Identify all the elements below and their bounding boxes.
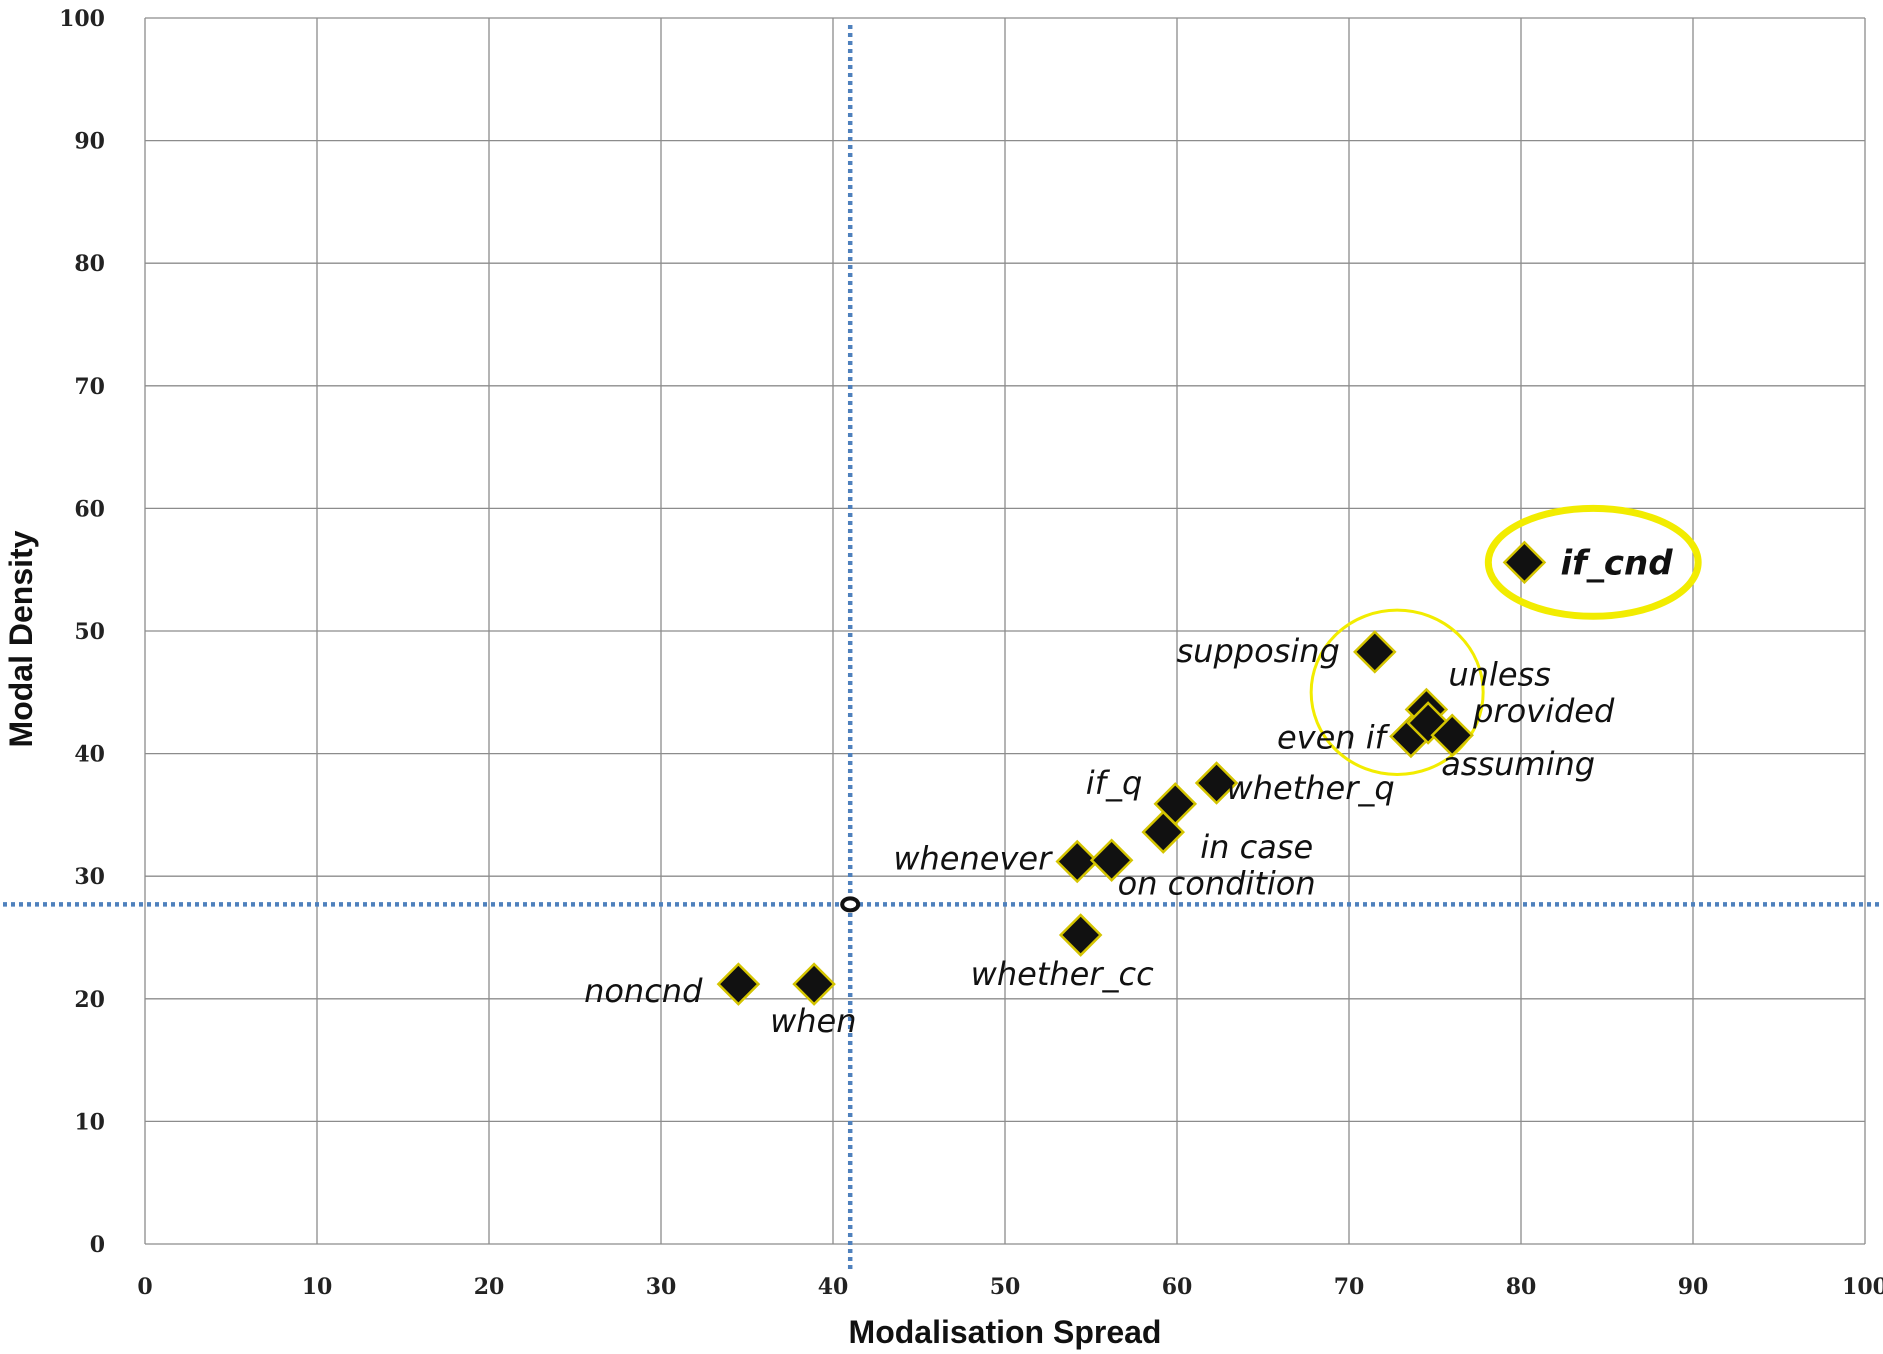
y-axis-title: Modal Density (3, 530, 39, 747)
y-tick-label: 70 (74, 374, 105, 400)
data-label: in case (1200, 828, 1313, 866)
x-tick-label: 20 (474, 1274, 505, 1300)
data-point (1194, 761, 1239, 805)
data-label: if_cnd (1560, 543, 1673, 583)
highlight-circle (1484, 504, 1702, 620)
highlight-circle (1309, 608, 1485, 776)
x-tick-label: 70 (1334, 1274, 1365, 1300)
y-tick-label: 90 (74, 129, 105, 155)
reference-lines (3, 25, 1883, 1272)
y-tick-label: 50 (74, 619, 105, 645)
y-tick-label: 0 (90, 1232, 105, 1258)
data-label: assuming (1441, 745, 1595, 783)
x-tick-label: 40 (818, 1274, 849, 1300)
y-tick-label: 60 (74, 496, 105, 522)
y-tick-label: 80 (74, 251, 105, 277)
x-axis-title: Modalisation Spread (849, 1314, 1162, 1350)
tick-labels: 0 10 20 30 40 50 60 70 80 90 100 0 10 20 30 40 50 60 70 80 9… (59, 6, 1883, 1300)
y-tick-label: 30 (74, 864, 105, 890)
x-tick-label: 10 (302, 1274, 333, 1300)
data-label: noncnd (584, 972, 703, 1010)
data-label: whenever (893, 839, 1053, 877)
data-label: if_q (1086, 764, 1142, 802)
x-tick-label: 60 (1162, 1274, 1193, 1300)
data-markers (716, 540, 1547, 1006)
y-tick-label: 100 (59, 6, 105, 32)
data-label: provided (1472, 692, 1615, 730)
data-point (716, 962, 761, 1006)
data-label: supposing (1176, 632, 1339, 670)
grid (144, 17, 1866, 1245)
y-tick-label: 20 (74, 987, 105, 1013)
data-point (1353, 630, 1397, 674)
x-tick-label: 90 (1678, 1274, 1709, 1300)
data-label: unless (1448, 655, 1550, 693)
x-tick-label: 30 (646, 1274, 677, 1300)
data-label: when (770, 1002, 856, 1040)
data-point (1058, 913, 1103, 957)
y-tick-label: 10 (74, 1109, 105, 1135)
data-point (1430, 713, 1474, 757)
data-point (1089, 838, 1134, 883)
data-point (1153, 782, 1198, 826)
data-label: whether_cc (971, 955, 1154, 993)
data-point (792, 962, 836, 1006)
data-label: whether_q (1227, 769, 1395, 807)
data-labels: noncnd when whether_cc whenever on condition… (584, 543, 1673, 1040)
data-label: even if (1277, 718, 1391, 756)
x-tick-label: 80 (1506, 1274, 1537, 1300)
x-tick-label: 100 (1842, 1274, 1883, 1300)
data-label: on condition (1118, 864, 1316, 902)
data-point (1055, 839, 1100, 884)
data-point (1502, 540, 1547, 585)
y-tick-label: 40 (74, 742, 105, 768)
reference-point (840, 896, 861, 913)
highlight-circles (1309, 504, 1702, 776)
x-tick-label: 0 (137, 1274, 152, 1300)
x-tick-label: 50 (990, 1274, 1021, 1300)
